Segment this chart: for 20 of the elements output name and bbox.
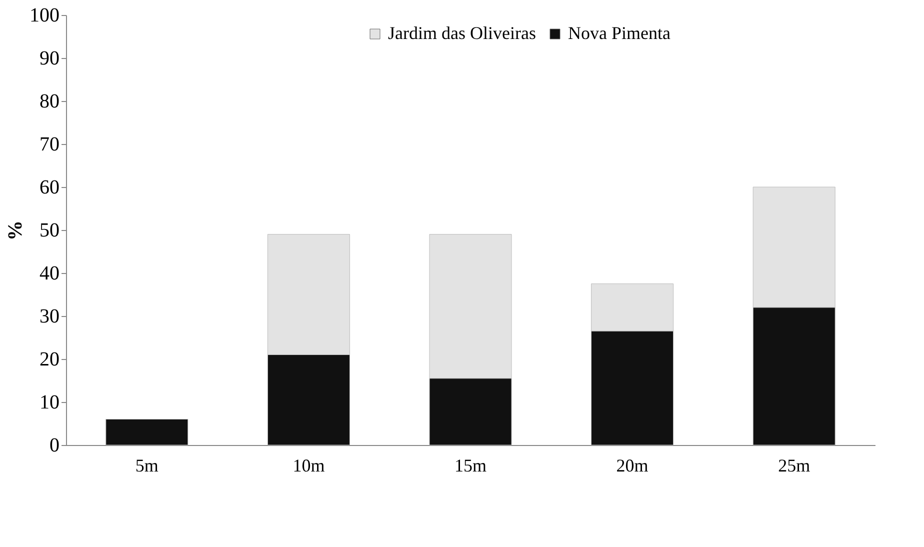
x-tick-label: 15m: [454, 456, 487, 476]
x-tick-label: 20m: [616, 456, 648, 476]
y-tick-label: 50: [40, 220, 60, 242]
y-tick-label: 90: [40, 48, 60, 70]
y-tick-label: 40: [40, 262, 60, 284]
y-tick-label: 30: [40, 306, 60, 328]
y-tick-label: 0: [50, 434, 60, 456]
x-tick-label: 25m: [778, 456, 810, 476]
y-tick-label: 10: [40, 392, 60, 414]
x-tick-label: 10m: [292, 456, 325, 476]
y-axis-title: %: [4, 220, 26, 240]
y-tick-label: 80: [40, 90, 60, 112]
bar: [106, 418, 188, 446]
y-tick-label: 60: [40, 176, 60, 198]
legend-label: Nova Pimenta: [568, 23, 670, 43]
y-tick-label: 70: [40, 134, 60, 156]
y-tick-label: 100: [30, 4, 60, 26]
x-tick-label: 5m: [135, 456, 158, 476]
y-tick-label: 20: [40, 348, 60, 370]
legend-label: Jardim das Oliveiras: [388, 23, 536, 43]
